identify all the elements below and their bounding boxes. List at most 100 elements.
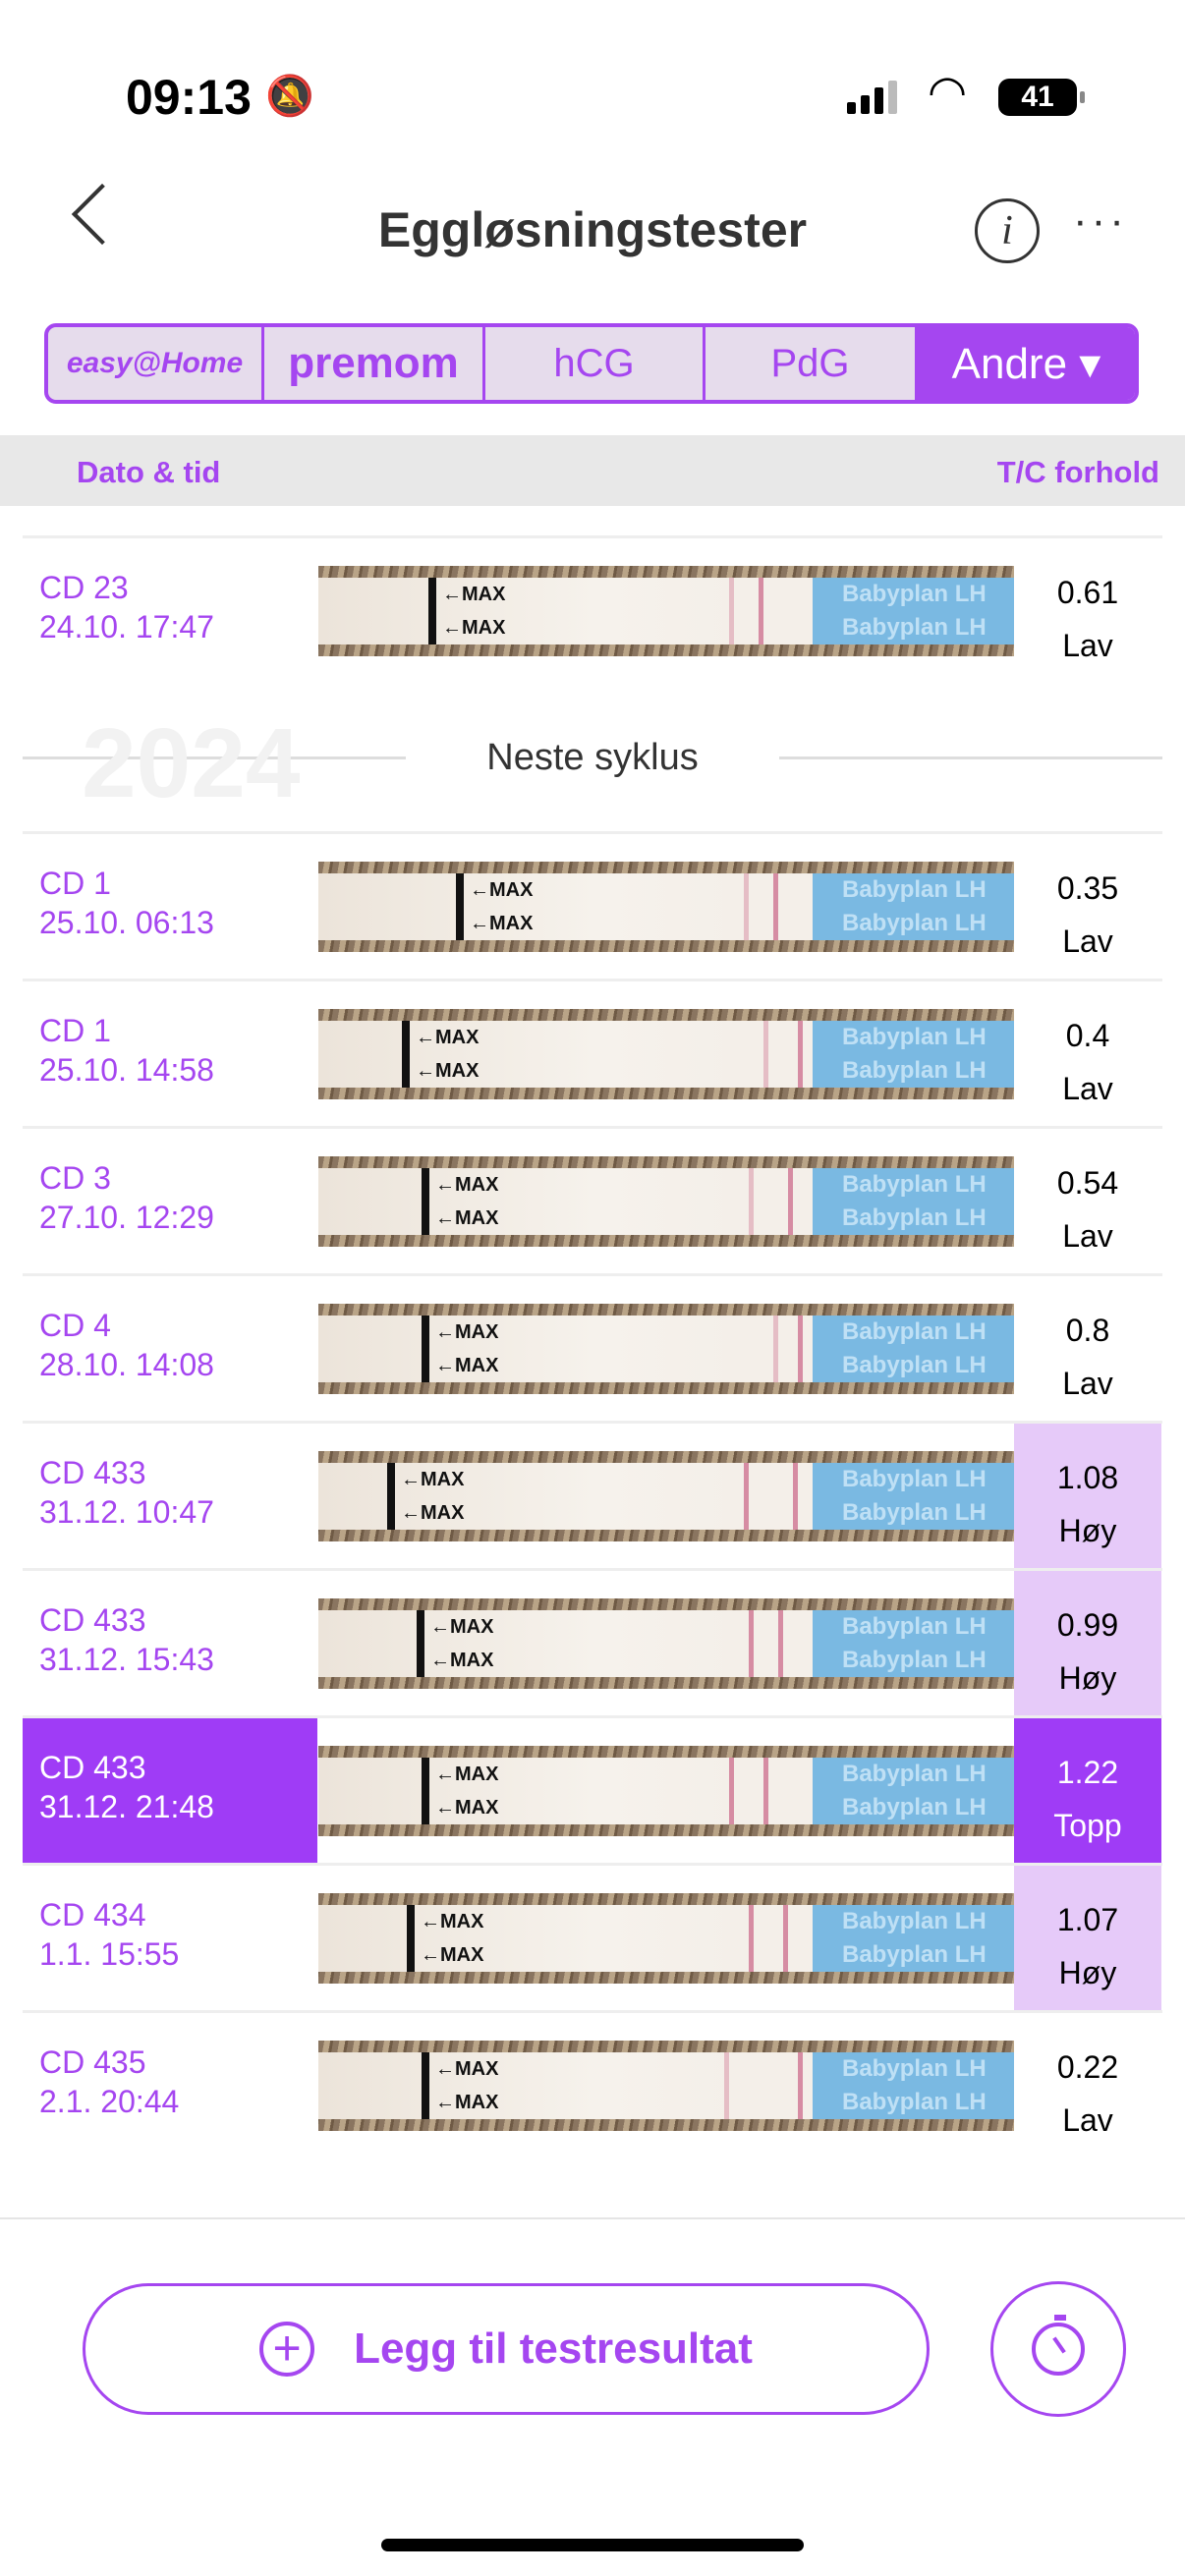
tab-premom[interactable]: premom (264, 327, 485, 400)
control-line (759, 578, 763, 644)
cycle-day: CD 435 (39, 2044, 146, 2080)
test-row[interactable]: CD 433 31.12. 15:43 ←MAX ←MAX Babyplan LH Ba… (23, 1568, 1162, 1715)
ratio-value: 1.08 (1056, 1460, 1119, 1495)
strip-brand: Babyplan LH Babyplan LH (813, 2052, 1014, 2119)
tab-easy-at-home[interactable]: easy@Home (48, 327, 264, 400)
test-row[interactable]: CD 4 28.10. 14:08 ←MAX ←MAX Babyplan LH Baby… (23, 1273, 1162, 1421)
ratio-value: 0.61 (1056, 575, 1119, 610)
test-strip-photo[interactable]: ←MAX ←MAX Babyplan LH Babyplan LH (318, 1304, 1014, 1394)
strip-marker (428, 578, 436, 644)
test-row[interactable]: CD 1 25.10. 14:58 ←MAX ←MAX Babyplan LH Baby… (23, 979, 1162, 1126)
max-label: ←MAX ←MAX (435, 1316, 498, 1382)
test-type-tabs: easy@Home premom hCG PdG Andre ▾ (44, 323, 1139, 404)
test-strip-photo[interactable]: ←MAX ←MAX Babyplan LH Babyplan LH (318, 1009, 1014, 1099)
ratio-value: 0.22 (1056, 2049, 1119, 2085)
cycle-day: CD 3 (39, 1160, 111, 1196)
test-line (724, 2052, 729, 2119)
test-line (773, 1316, 778, 1382)
brand-text: Babyplan LH (842, 2055, 987, 2082)
column-tc-ratio[interactable]: T/C forhold (996, 455, 1159, 489)
tab-pdg[interactable]: PdG (705, 327, 918, 400)
test-strip-photo[interactable]: ←MAX ←MAX Babyplan LH Babyplan LH (318, 566, 1014, 656)
cycle-day: CD 434 (39, 1897, 146, 1932)
row-date-cell: CD 433 31.12. 15:43 (23, 1571, 317, 1715)
tc-ratio-cell: 0.99 Høy (1014, 1571, 1161, 1715)
row-date-cell: CD 1 25.10. 14:58 (23, 981, 317, 1126)
stopwatch-icon (1032, 2315, 1085, 2376)
control-line (788, 1168, 793, 1235)
test-strip-photo[interactable]: ←MAX ←MAX Babyplan LH Babyplan LH (318, 1451, 1014, 1541)
test-strip-photo[interactable]: ←MAX ←MAX Babyplan LH Babyplan LH (318, 862, 1014, 952)
brand-text: Babyplan LH (842, 1908, 987, 1934)
test-strip-photo[interactable]: ←MAX ←MAX Babyplan LH Babyplan LH (318, 1746, 1014, 1836)
more-options-icon[interactable]: ··· (1073, 196, 1128, 245)
brand-text: Babyplan LH (842, 1466, 987, 1492)
test-row[interactable]: CD 433 31.12. 10:47 ←MAX ←MAX Babyplan LH Ba… (23, 1421, 1162, 1568)
cycle-day: CD 433 (39, 1750, 146, 1785)
divider (0, 2217, 1185, 2219)
home-indicator[interactable] (381, 2539, 804, 2551)
date-time: 31.12. 10:47 (39, 1494, 214, 1530)
column-date-time[interactable]: Dato & tid (77, 455, 221, 489)
column-header: Dato & tid T/C forhold (0, 435, 1185, 506)
test-strip-photo[interactable]: ←MAX ←MAX Babyplan LH Babyplan LH (318, 2041, 1014, 2131)
strip-marker (422, 1168, 429, 1235)
max-text: ←MAX (435, 1321, 499, 1343)
tab-hcg[interactable]: hCG (485, 327, 705, 400)
ratio-value: 0.35 (1056, 870, 1119, 906)
test-row[interactable]: CD 433 31.12. 21:48 ←MAX ←MAX Babyplan LH Ba… (23, 1715, 1162, 1863)
next-cycle-label: Neste syklus (486, 737, 699, 778)
tc-ratio-cell: 1.08 Høy (1014, 1424, 1161, 1568)
strip-marker (422, 1316, 429, 1382)
strip-brand: Babyplan LH Babyplan LH (813, 1021, 1014, 1088)
date-time: 28.10. 14:08 (39, 1347, 214, 1382)
test-strip-photo[interactable]: ←MAX ←MAX Babyplan LH Babyplan LH (318, 1893, 1014, 1984)
ratio-value: 0.4 (1065, 1018, 1110, 1053)
test-strip-photo[interactable]: ←MAX ←MAX Babyplan LH Babyplan LH (318, 1156, 1014, 1247)
max-text: ←MAX (435, 1764, 499, 1785)
strip-marker (387, 1463, 395, 1530)
ratio-value: 1.22 (1056, 1755, 1119, 1790)
strip-brand: Babyplan LH Babyplan LH (813, 1610, 1014, 1677)
date-time: 27.10. 12:29 (39, 1200, 214, 1235)
tab-andre-dropdown[interactable]: Andre ▾ (918, 327, 1135, 400)
add-test-result-button[interactable]: + Legg til testresultat (83, 2283, 930, 2415)
strip-marker (417, 1610, 424, 1677)
level-label: Lav (1062, 2102, 1113, 2138)
divider (779, 756, 1162, 759)
control-line (798, 1316, 803, 1382)
brand-text: Babyplan LH (842, 1024, 987, 1050)
test-row[interactable]: CD 435 2.1. 20:44 ←MAX ←MAX Babyplan LH Baby… (23, 2010, 1162, 2157)
tc-ratio-cell: 0.35 Lav (1014, 834, 1161, 979)
brand-text: Babyplan LH (842, 1647, 987, 1673)
status-time: 09:13 (126, 70, 252, 125)
test-strip-photo[interactable]: ←MAX ←MAX Babyplan LH Babyplan LH (318, 1598, 1014, 1689)
level-label: Lav (1062, 1366, 1113, 1401)
info-icon[interactable]: i (975, 198, 1040, 263)
tc-ratio-cell: 0.4 Lav (1014, 981, 1161, 1126)
tc-ratio-cell: 0.22 Lav (1014, 2013, 1161, 2157)
test-row[interactable]: CD 3 27.10. 12:29 ←MAX ←MAX Babyplan LH Baby… (23, 1126, 1162, 1273)
test-line (749, 1168, 754, 1235)
test-row[interactable]: CD 434 1.1. 15:55 ←MAX ←MAX Babyplan LH Baby… (23, 1863, 1162, 2010)
level-label: Høy (1058, 1513, 1117, 1548)
row-date-cell: CD 23 24.10. 17:47 (23, 538, 317, 683)
max-label: ←MAX ←MAX (442, 578, 505, 644)
max-text: ←MAX (470, 879, 534, 901)
strip-brand: Babyplan LH Babyplan LH (813, 1168, 1014, 1235)
test-line (729, 1758, 734, 1824)
max-text: ←MAX (416, 1060, 480, 1082)
test-row[interactable]: CD 23 24.10. 17:47 ←MAX ←MAX Babyplan LH Bab… (23, 535, 1162, 683)
max-text: ←MAX (401, 1502, 465, 1524)
max-text: ←MAX (435, 2092, 499, 2113)
cellular-signal-icon (847, 79, 897, 114)
timer-button[interactable] (990, 2281, 1126, 2417)
brand-text: Babyplan LH (842, 1794, 987, 1820)
test-row[interactable]: CD 1 25.10. 06:13 ←MAX ←MAX Babyplan LH Baby… (23, 831, 1162, 979)
row-date-cell: CD 3 27.10. 12:29 (23, 1129, 317, 1273)
tc-ratio-cell: 0.54 Lav (1014, 1129, 1161, 1273)
max-label: ←MAX ←MAX (435, 1168, 498, 1235)
strip-marker (422, 2052, 429, 2119)
brand-text: Babyplan LH (842, 1761, 987, 1787)
max-text: ←MAX (435, 2058, 499, 2080)
